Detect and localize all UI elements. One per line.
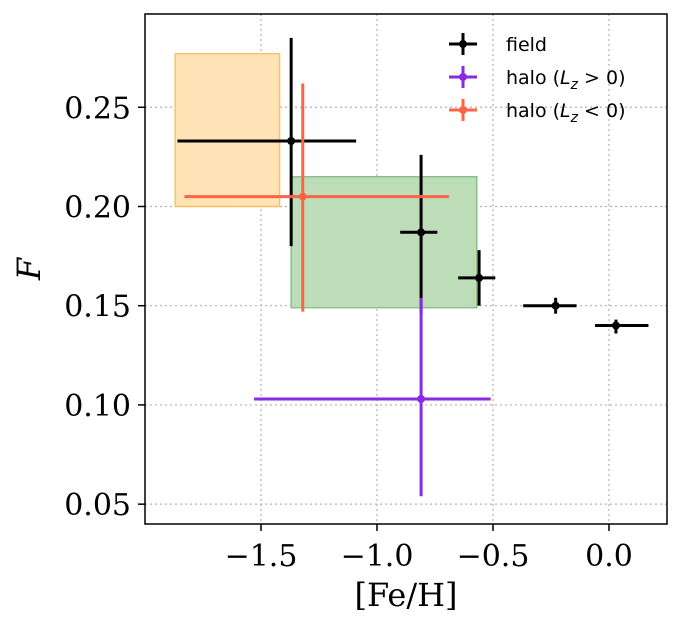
legend-label: field bbox=[506, 34, 547, 56]
shaded-regions bbox=[174, 52, 478, 309]
y-tick-label-3: 0.20 bbox=[64, 190, 131, 225]
x-tick-label-3: 0.0 bbox=[585, 539, 633, 574]
x-tick-label-0: −1.5 bbox=[225, 539, 298, 574]
legend-entry-2: halo (Lz < 0) bbox=[449, 99, 626, 126]
y-tick-label-0: 0.05 bbox=[64, 488, 131, 523]
legend-marker bbox=[459, 106, 467, 114]
legend-marker bbox=[459, 40, 467, 48]
point-field-0 bbox=[177, 37, 357, 247]
data-marker bbox=[551, 301, 560, 310]
data-marker bbox=[417, 228, 426, 237]
point-halo-lz-0--0 bbox=[184, 83, 449, 312]
point-field-3 bbox=[523, 297, 577, 314]
point-halo-lz-0--0 bbox=[254, 297, 491, 497]
x-axis-label: [Fe/H] bbox=[354, 576, 457, 614]
legend-marker bbox=[459, 73, 467, 81]
legend: field halo (Lz > 0) halo (Lz < 0) bbox=[449, 33, 626, 126]
point-field-4 bbox=[595, 319, 649, 334]
y-tick-label-4: 0.25 bbox=[64, 91, 131, 126]
data-marker bbox=[417, 394, 426, 403]
orange-region bbox=[174, 52, 281, 208]
green-region bbox=[290, 175, 478, 309]
error-bars bbox=[177, 37, 649, 497]
data-marker bbox=[611, 321, 620, 330]
y-axis-label: F bbox=[10, 256, 48, 281]
ticks: −1.5 −1.0 −0.5 0.0 0.05 0.10 0.15 0.20 0.25 bbox=[64, 91, 633, 574]
data-marker bbox=[287, 137, 296, 146]
plot-frame bbox=[144, 13, 668, 525]
point-field-1 bbox=[400, 154, 438, 314]
data-marker bbox=[475, 273, 484, 282]
legend-label: halo (Lz > 0) bbox=[506, 67, 626, 93]
x-tick-label-1: −1.0 bbox=[341, 539, 414, 574]
grid bbox=[145, 14, 667, 524]
legend-label: halo (Lz < 0) bbox=[506, 100, 626, 126]
data-marker bbox=[298, 192, 307, 201]
x-tick-label-2: −0.5 bbox=[457, 539, 530, 574]
legend-entry-1: halo (Lz > 0) bbox=[449, 66, 626, 93]
y-tick-label-2: 0.15 bbox=[64, 290, 131, 325]
legend-entry-0: field bbox=[449, 33, 547, 56]
y-tick-label-1: 0.10 bbox=[64, 389, 131, 424]
point-field-2 bbox=[458, 250, 496, 306]
